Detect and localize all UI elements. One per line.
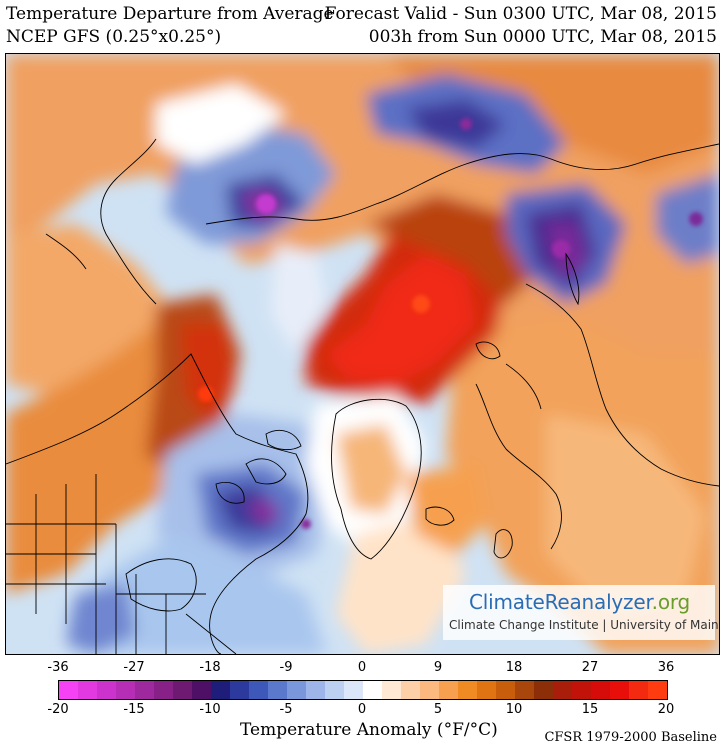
colorbar-swatch (116, 681, 135, 699)
colorbar-swatch (192, 681, 211, 699)
fahrenheit-tick-label: 18 (505, 660, 523, 675)
logo-wordmark: ClimateReanalyzer.org (469, 590, 691, 614)
celsius-tick-label: 20 (657, 702, 675, 717)
fahrenheit-tick-label: -27 (123, 660, 145, 675)
colorbar-swatch (401, 681, 420, 699)
baseline-note: CFSR 1979-2000 Baseline (544, 730, 717, 745)
legend-title: Temperature Anomaly (°F/°C) (240, 720, 498, 740)
fahrenheit-tick-label: 9 (433, 660, 443, 675)
colorbar-legend: -36 -27 -18 -9 0 9 18 27 36 -20 -15 -10 -5 0 5 10 15 20 … (0, 656, 723, 752)
colorbar-swatch (458, 681, 477, 699)
colorbar-swatch (211, 681, 230, 699)
colorbar-swatch (59, 681, 78, 699)
colorbar-swatch (287, 681, 306, 699)
celsius-tick-label: 10 (505, 702, 523, 717)
fahrenheit-tick-label: -18 (199, 660, 221, 675)
map-title: Temperature Departure from Average (6, 4, 334, 24)
colorbar-swatch (344, 681, 363, 699)
fahrenheit-tick-label: 36 (657, 660, 675, 675)
colorbar (58, 680, 668, 700)
colorbar-swatch (496, 681, 515, 699)
colorbar-swatch (515, 681, 534, 699)
climate-reanalyzer-logo[interactable]: ClimateReanalyzer.org Climate Change Ins… (443, 585, 719, 640)
forecast-valid: Forecast Valid - Sun 0300 UTC, Mar 08, 2… (324, 4, 717, 24)
celsius-tick-label: -15 (123, 702, 145, 717)
celsius-tick-label: 0 (357, 702, 367, 717)
logo-subtitle: Climate Change Institute | University of… (449, 618, 720, 632)
anomaly-map-canvas (6, 54, 719, 654)
colorbar-swatch (629, 681, 648, 699)
colorbar-swatch (173, 681, 192, 699)
fahrenheit-tick-label: -36 (47, 660, 69, 675)
colorbar-swatch (154, 681, 173, 699)
colorbar-swatch (363, 681, 382, 699)
anomaly-map[interactable]: ClimateReanalyzer.org Climate Change Ins… (5, 53, 720, 655)
colorbar-swatch (591, 681, 610, 699)
colorbar-swatch (230, 681, 249, 699)
colorbar-swatch (382, 681, 401, 699)
model-name: NCEP GFS (0.25°x0.25°) (6, 27, 222, 47)
colorbar-swatch (325, 681, 344, 699)
colorbar-swatch (249, 681, 268, 699)
fahrenheit-tick-label: -9 (279, 660, 293, 675)
colorbar-swatch (306, 681, 325, 699)
colorbar-swatch (553, 681, 572, 699)
colorbar-swatch (78, 681, 97, 699)
colorbar-swatch (610, 681, 629, 699)
celsius-tick-label: -20 (47, 702, 69, 717)
colorbar-swatch (97, 681, 116, 699)
colorbar-swatch (439, 681, 458, 699)
colorbar-swatch (648, 681, 667, 699)
colorbar-swatch (534, 681, 553, 699)
celsius-tick-label: -10 (199, 702, 221, 717)
fine-structure (198, 118, 703, 529)
coastlines (6, 138, 719, 654)
celsius-tick-label: 15 (581, 702, 599, 717)
anomaly-field (6, 54, 719, 654)
celsius-tick-label: 5 (433, 702, 443, 717)
colorbar-swatch (572, 681, 591, 699)
fahrenheit-tick-label: 0 (357, 660, 367, 675)
forecast-lead: 003h from Sun 0000 UTC, Mar 08, 2015 (368, 27, 717, 47)
colorbar-swatch (420, 681, 439, 699)
colorbar-swatch (268, 681, 287, 699)
colorbar-swatch (477, 681, 496, 699)
colorbar-swatch (135, 681, 154, 699)
celsius-tick-label: -5 (279, 702, 293, 717)
fahrenheit-tick-label: 27 (581, 660, 599, 675)
